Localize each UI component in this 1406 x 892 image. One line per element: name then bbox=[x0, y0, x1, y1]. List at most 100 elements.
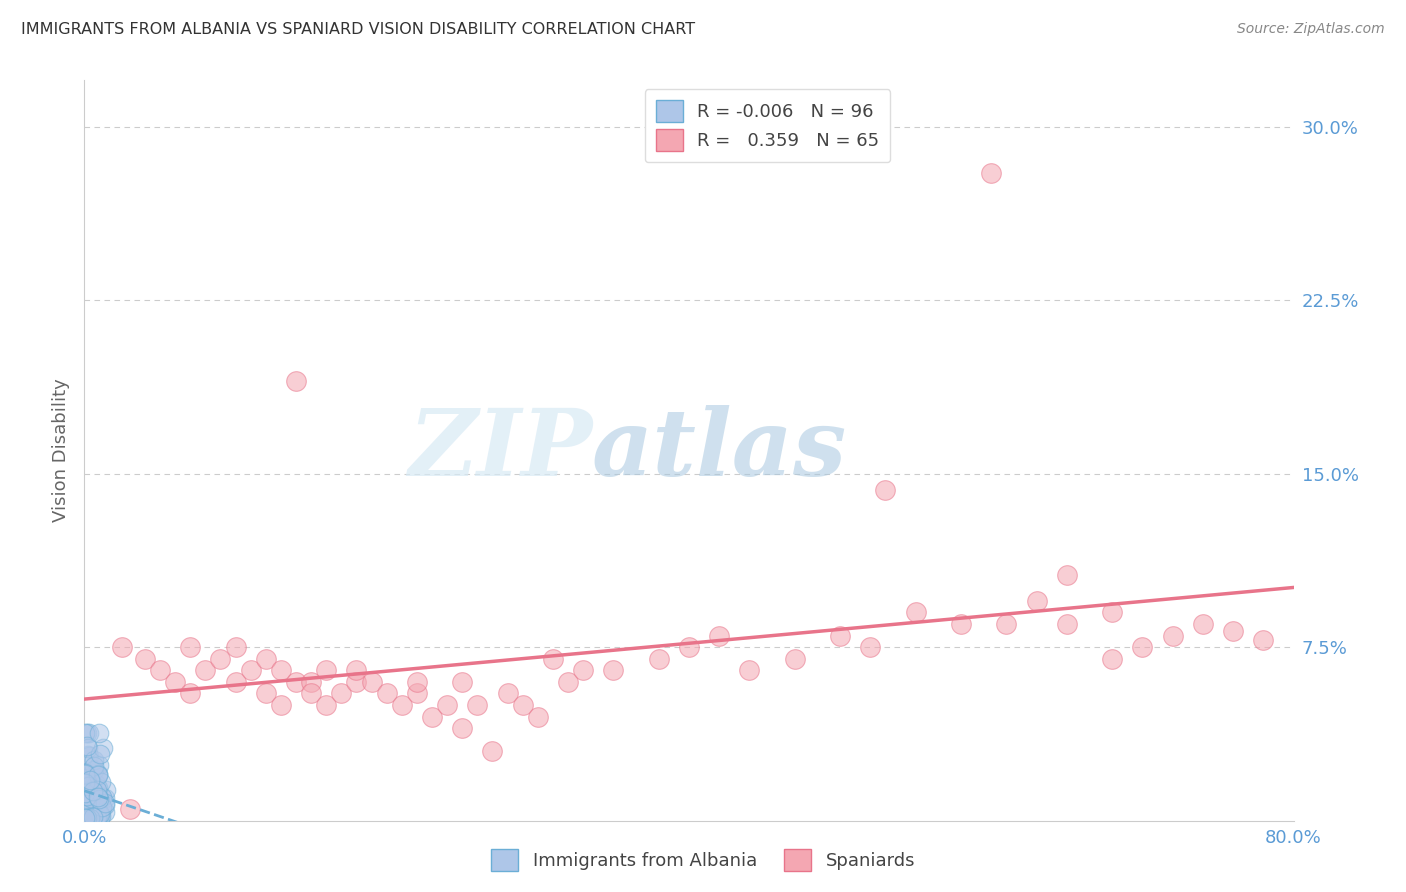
Point bbox=[96, 783, 118, 797]
Point bbox=[91, 790, 114, 805]
Point bbox=[239, 663, 262, 677]
Point bbox=[980, 166, 1002, 180]
Point bbox=[90, 809, 112, 823]
Point bbox=[75, 767, 97, 781]
Point bbox=[76, 789, 98, 804]
Point bbox=[709, 628, 731, 642]
Point bbox=[111, 640, 134, 654]
Point bbox=[270, 698, 292, 712]
Point bbox=[75, 807, 97, 822]
Text: IMMIGRANTS FROM ALBANIA VS SPANIARD VISION DISABILITY CORRELATION CHART: IMMIGRANTS FROM ALBANIA VS SPANIARD VISI… bbox=[21, 22, 695, 37]
Point bbox=[80, 776, 103, 790]
Point bbox=[527, 709, 550, 723]
Point bbox=[194, 663, 217, 677]
Point bbox=[299, 674, 322, 689]
Point bbox=[1025, 594, 1047, 608]
Point bbox=[481, 744, 503, 758]
Point bbox=[76, 779, 98, 793]
Point bbox=[91, 740, 114, 755]
Point bbox=[79, 811, 101, 825]
Point bbox=[375, 686, 398, 700]
Point bbox=[89, 747, 111, 761]
Point bbox=[76, 810, 98, 824]
Point bbox=[82, 784, 104, 798]
Point bbox=[496, 686, 519, 700]
Text: ZIP: ZIP bbox=[408, 406, 592, 495]
Point bbox=[406, 686, 429, 700]
Point bbox=[87, 725, 110, 739]
Point bbox=[75, 803, 97, 817]
Point bbox=[995, 617, 1018, 632]
Point bbox=[76, 811, 98, 825]
Point bbox=[83, 763, 105, 777]
Point bbox=[875, 483, 897, 497]
Point bbox=[451, 721, 474, 735]
Point bbox=[80, 774, 103, 789]
Point bbox=[87, 789, 110, 804]
Point bbox=[285, 674, 308, 689]
Point bbox=[86, 798, 108, 813]
Point bbox=[783, 651, 806, 665]
Point bbox=[76, 811, 98, 825]
Text: atlas: atlas bbox=[592, 406, 848, 495]
Point bbox=[254, 686, 277, 700]
Point bbox=[90, 804, 112, 818]
Point bbox=[80, 807, 103, 822]
Point bbox=[75, 725, 97, 739]
Point bbox=[79, 796, 101, 810]
Legend: Immigrants from Albania, Spaniards: Immigrants from Albania, Spaniards bbox=[484, 842, 922, 879]
Point bbox=[79, 793, 101, 807]
Point bbox=[75, 765, 97, 780]
Point bbox=[77, 749, 100, 764]
Point bbox=[79, 725, 101, 739]
Point bbox=[134, 651, 156, 665]
Point bbox=[572, 663, 595, 677]
Point bbox=[94, 790, 117, 805]
Point bbox=[87, 768, 110, 782]
Point bbox=[83, 783, 105, 797]
Point bbox=[75, 775, 97, 789]
Point bbox=[82, 811, 104, 825]
Point bbox=[541, 651, 564, 665]
Y-axis label: Vision Disability: Vision Disability bbox=[52, 378, 70, 523]
Point bbox=[76, 739, 98, 753]
Point bbox=[83, 759, 105, 773]
Point bbox=[75, 764, 97, 779]
Point bbox=[75, 797, 97, 812]
Point bbox=[346, 663, 368, 677]
Point bbox=[75, 773, 97, 788]
Point bbox=[738, 663, 761, 677]
Point bbox=[94, 805, 117, 820]
Point bbox=[75, 786, 97, 800]
Point bbox=[89, 811, 111, 825]
Point bbox=[82, 789, 104, 804]
Point bbox=[77, 793, 100, 807]
Point bbox=[179, 686, 201, 700]
Point bbox=[75, 799, 97, 814]
Point bbox=[602, 663, 624, 677]
Point bbox=[1222, 624, 1244, 638]
Point bbox=[80, 791, 103, 805]
Point bbox=[77, 802, 100, 816]
Point bbox=[285, 374, 308, 388]
Point bbox=[1130, 640, 1153, 654]
Point bbox=[75, 811, 97, 825]
Point bbox=[91, 800, 114, 814]
Point bbox=[299, 686, 322, 700]
Point bbox=[315, 698, 337, 712]
Point bbox=[76, 748, 98, 763]
Point bbox=[165, 674, 187, 689]
Point bbox=[83, 804, 105, 818]
Point bbox=[94, 797, 117, 812]
Point bbox=[87, 801, 110, 815]
Legend: R = -0.006   N = 96, R =   0.359   N = 65: R = -0.006 N = 96, R = 0.359 N = 65 bbox=[645, 89, 890, 162]
Point bbox=[90, 791, 112, 805]
Point bbox=[86, 811, 108, 825]
Point bbox=[76, 808, 98, 822]
Point bbox=[830, 628, 852, 642]
Point bbox=[254, 651, 277, 665]
Point bbox=[75, 788, 97, 802]
Point bbox=[420, 709, 443, 723]
Point bbox=[1056, 568, 1078, 582]
Point bbox=[87, 757, 110, 772]
